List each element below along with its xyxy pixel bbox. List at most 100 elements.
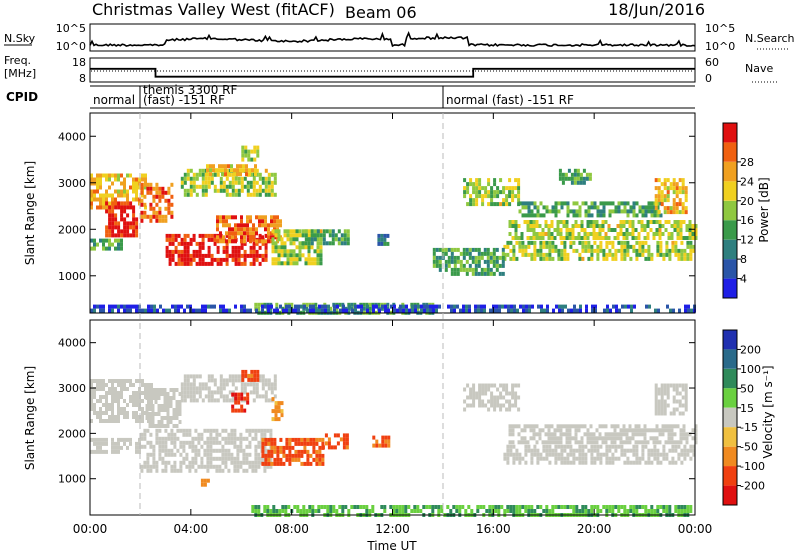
velocity-cell-2 [239,448,243,453]
power-cell-4 [216,249,220,254]
velocity-cell-16 [437,509,441,513]
power-cell-14 [566,256,570,261]
power-cell-12 [469,178,473,183]
velocity-cell-3 [145,416,149,420]
velocity-cell-13 [548,444,552,449]
velocity-cell-7 [318,437,322,442]
power-cell-20 [219,308,222,313]
power-cell-13 [547,228,551,232]
power-cell-12 [502,186,506,191]
power-cell-10 [331,233,335,238]
velocity-cell-0 [141,383,144,387]
velocity-cell-12 [676,424,680,429]
power-cell-6 [255,180,259,185]
velocity-cell-0 [105,407,108,411]
power-cell-14 [626,244,630,249]
velocity-cell-8 [280,413,284,418]
velocity-cell-13 [677,444,681,449]
velocity-cell-9 [327,445,331,450]
power-cell-3 [143,202,147,207]
velocity-cell-13 [596,448,600,453]
power-cell-14 [644,256,648,261]
velocity-cell-2 [188,444,192,449]
velocity-cell-0 [114,391,117,395]
power-cell-6 [252,188,256,193]
power-cell-14 [518,244,522,249]
power-cell-3 [140,218,144,223]
velocity-cell-14 [654,395,658,400]
velocity-cell-16 [614,505,618,509]
power-cell-4 [225,253,229,258]
velocity-cell-13 [515,452,519,457]
power-cell-13 [589,224,593,228]
velocity-cell-3 [148,420,152,424]
power-cell-9 [319,249,323,254]
velocity-cell-5 [237,396,241,401]
power-cell-6 [186,176,190,181]
velocity-cell-12 [544,440,548,445]
power-cell-18 [468,263,472,268]
velocity-cell-0 [90,399,93,403]
power-cell-18 [498,255,502,260]
velocity-cell-4 [198,382,202,387]
power-cell-5 [222,239,225,244]
velocity-cell-2 [251,436,255,441]
power-cell-15 [650,213,654,218]
velocity-cell-3 [157,404,161,408]
power-cell-18 [489,255,493,260]
power-cell-0 [144,177,147,182]
velocity-cell-8 [274,405,278,410]
power-cell-9 [274,233,278,238]
power-cell-3 [158,214,162,219]
velocity-cell-3 [172,392,176,396]
velocity-cell-13 [533,452,537,457]
velocity-cell-4 [231,378,235,383]
velocity-cell-10 [372,443,376,448]
power-cell-0 [138,177,141,182]
velocity-cell-7 [315,457,319,462]
power-cell-10 [343,241,347,246]
power-cell-4 [183,257,187,262]
power-cell-4 [246,253,250,258]
velocity-cell-3 [178,420,182,424]
velocity-cell-13 [581,448,585,453]
power-cell-15 [554,213,558,218]
power-cell-6 [267,180,271,185]
velocity-cell-2 [167,448,171,453]
velocity-cell-12 [550,424,554,429]
velocity-cell-16 [605,509,609,513]
power-cell-15 [545,205,549,210]
power-cell-12 [499,178,503,183]
power-cell-6 [234,192,238,197]
velocity-cell-16 [674,505,678,509]
velocity-cell-3 [154,392,158,396]
velocity-cell-13 [689,456,693,461]
velocity-cell-2 [257,464,261,469]
power-cell-20 [267,304,270,309]
power-cell-18 [477,255,481,260]
power-cell-0 [117,193,120,198]
power-cell-15 [659,213,663,218]
power-cell-15 [602,201,606,206]
power-cell-6 [186,168,190,173]
velocity-cell-13 [614,448,618,453]
power-cell-17 [654,206,658,211]
velocity-cell-16 [419,509,423,513]
power-cell-13 [604,220,608,224]
velocity-cell-2 [227,436,231,441]
velocity-cell-4 [267,386,271,391]
power-cell-20 [327,304,330,309]
velocity-cell-2 [170,452,174,457]
velocity-cell-16 [308,509,312,513]
power-cell-4 [186,253,190,258]
velocity-cell-5 [240,392,244,397]
velocity-cell-16 [251,505,255,509]
velocity-cell-0 [135,395,138,399]
velocity-cell-16 [356,505,360,509]
power-cell-4 [243,257,247,262]
velocity-cell-13 [590,460,594,465]
power-cell-15 [533,201,537,206]
power-cell-20 [573,308,576,313]
velocity-cell-12 [559,432,563,437]
